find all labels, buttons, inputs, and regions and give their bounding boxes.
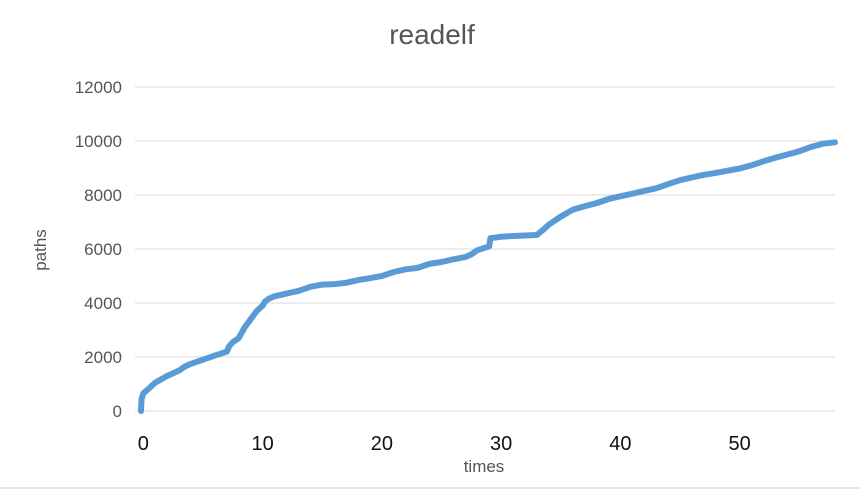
x-axis-label: times xyxy=(464,457,505,476)
x-tick-label: 20 xyxy=(371,433,393,455)
x-tick-label: 0 xyxy=(138,433,149,455)
series-line xyxy=(138,139,838,414)
x-tick-label: 10 xyxy=(251,433,273,455)
y-tick-label: 10000 xyxy=(75,132,122,151)
y-axis-label: paths xyxy=(31,229,50,271)
x-tick-label: 50 xyxy=(728,433,750,455)
y-tick-label: 6000 xyxy=(84,240,122,259)
y-axis-ticks: 0 2000 4000 6000 8000 10000 12000 xyxy=(75,78,122,421)
y-tick-label: 8000 xyxy=(84,186,122,205)
x-axis-ticks: 0 10 20 30 40 50 xyxy=(138,433,751,455)
x-tick-label: 30 xyxy=(490,433,512,455)
chart-title: readelf xyxy=(389,19,475,50)
y-tick-label: 4000 xyxy=(84,294,122,313)
x-tick-label: 40 xyxy=(609,433,631,455)
y-tick-label: 0 xyxy=(113,402,122,421)
y-tick-label: 12000 xyxy=(75,78,122,97)
y-tick-label: 2000 xyxy=(84,348,122,367)
gridlines xyxy=(135,86,835,412)
series-group xyxy=(138,139,838,414)
